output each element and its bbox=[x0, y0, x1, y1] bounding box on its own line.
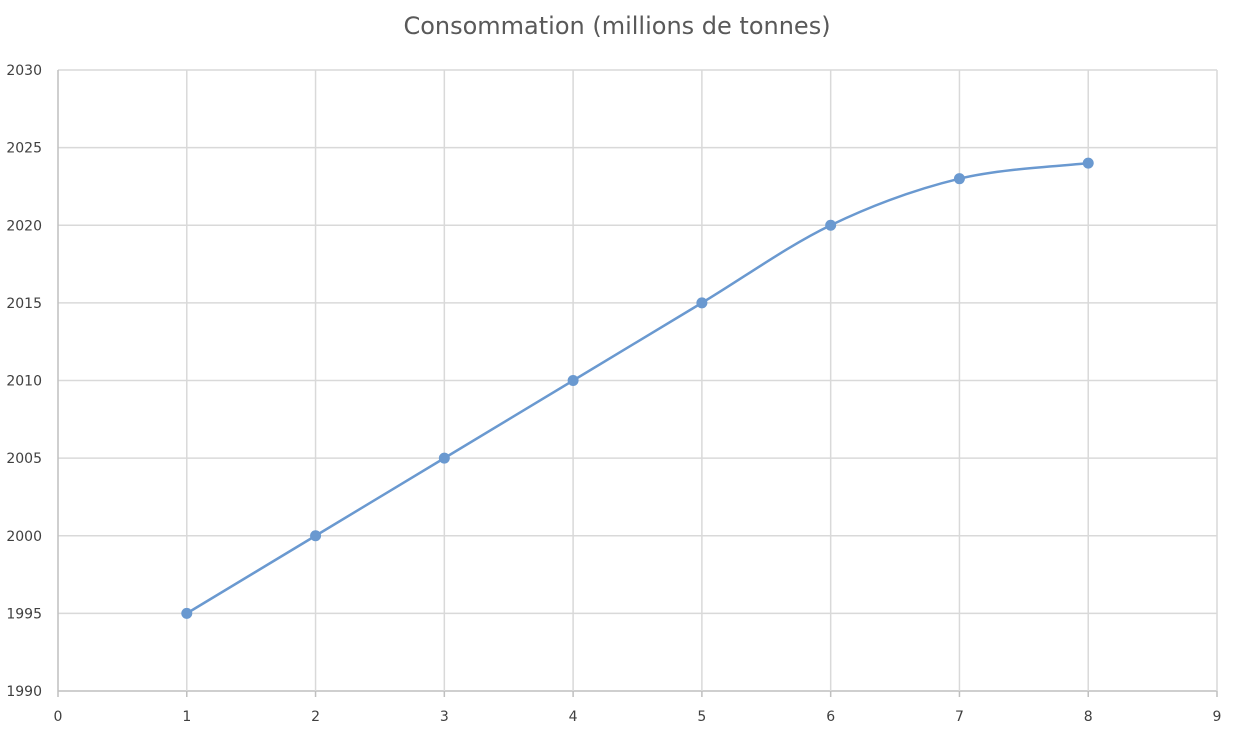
y-tick-label: 2010 bbox=[6, 374, 42, 390]
x-tick-label: 1 bbox=[182, 709, 191, 725]
data-point bbox=[181, 607, 193, 619]
x-tick-label: 7 bbox=[955, 709, 964, 725]
x-tick-label: 8 bbox=[1084, 709, 1093, 725]
x-tick-label: 9 bbox=[1213, 709, 1222, 725]
x-tick-label: 6 bbox=[826, 709, 835, 725]
y-tick-label: 2020 bbox=[6, 218, 42, 234]
y-tick-label: 2000 bbox=[6, 529, 42, 545]
x-axis-ticks: 0 1 2 3 4 5 6 7 8 9 bbox=[54, 709, 1222, 725]
y-tick-label: 2005 bbox=[6, 451, 42, 467]
x-tick-label: 0 bbox=[54, 709, 63, 725]
x-tick-label: 2 bbox=[311, 709, 320, 725]
data-point bbox=[438, 452, 450, 464]
y-tick-label: 2025 bbox=[6, 141, 42, 157]
x-tick-label: 4 bbox=[569, 709, 578, 725]
x-tick-label: 5 bbox=[697, 709, 706, 725]
x-tick-label: 3 bbox=[440, 709, 449, 725]
axes bbox=[57, 691, 1218, 697]
series-line bbox=[185, 161, 1090, 615]
series bbox=[181, 157, 1094, 619]
y-tick-label: 2015 bbox=[6, 296, 42, 312]
y-tick-label: 1990 bbox=[6, 684, 42, 700]
data-point bbox=[953, 173, 965, 185]
data-point bbox=[310, 530, 322, 542]
y-tick-label: 2030 bbox=[6, 63, 42, 79]
gridlines bbox=[57, 69, 1218, 692]
data-point bbox=[696, 297, 708, 309]
y-tick-label: 1995 bbox=[6, 606, 42, 622]
data-point bbox=[1082, 157, 1094, 169]
data-point bbox=[825, 219, 837, 231]
y-axis-ticks: 1990 1995 2000 2005 2010 2015 2020 2025 2030 bbox=[6, 63, 42, 700]
chart-title: Consommation (millions de tonnes) bbox=[403, 12, 831, 40]
data-point bbox=[567, 375, 579, 386]
